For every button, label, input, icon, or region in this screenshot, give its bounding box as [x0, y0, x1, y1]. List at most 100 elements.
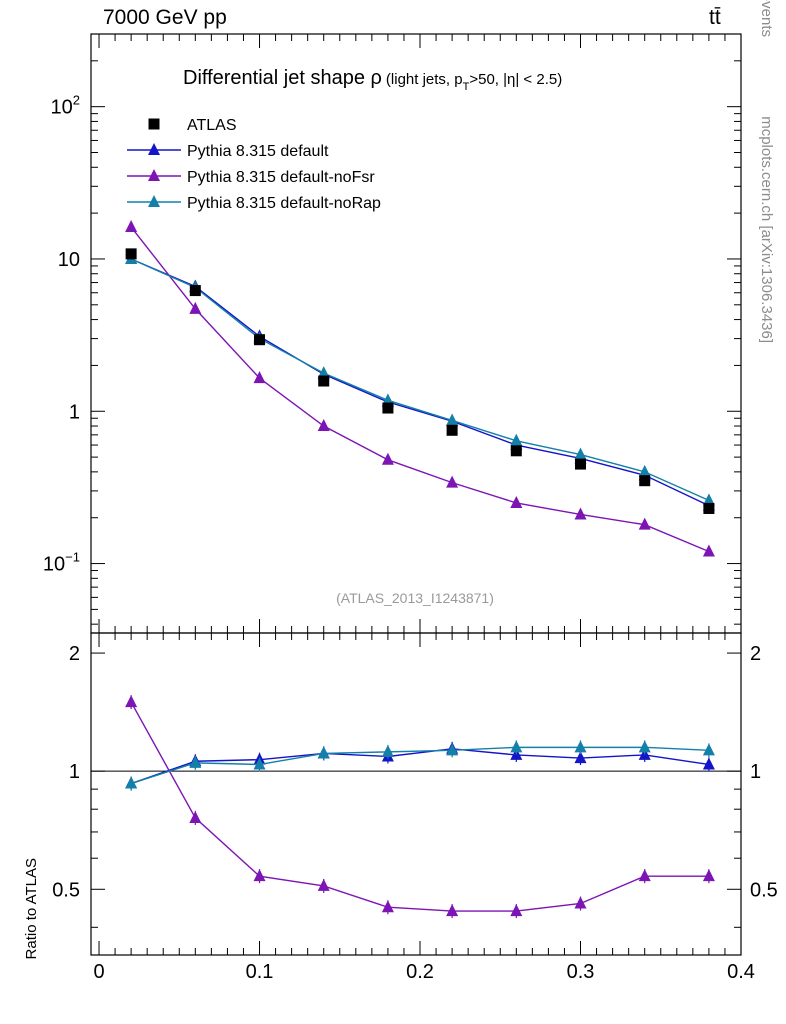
atlas-data-point: [382, 402, 394, 414]
legend-series-1-marker: [148, 143, 160, 155]
analysis-reference-label: (ATLAS_2013_I1243871): [336, 590, 494, 606]
x-axis: 0 0.1 0.2 0.3 0.4: [93, 34, 755, 983]
ratio-tick-label-left: 1: [69, 761, 80, 783]
mcplots-source-label: mcplots.cern.ch [arXiv:1306.3436]: [758, 116, 775, 343]
ratio-series-3-point: [253, 757, 266, 770]
chart-title-subscript: T: [463, 81, 470, 93]
series-2-point: [574, 507, 587, 520]
series-2-point: [638, 517, 651, 530]
rivet-version-label: Rivet 4.1.0, ≥ 100k events: [758, 0, 775, 37]
ratio-series-3-point: [702, 743, 715, 756]
atlas-data-point: [639, 475, 651, 487]
ratio-series-1-point: [702, 757, 715, 770]
ratio-series-3-point: [189, 755, 202, 768]
x-tick-label: 0.1: [246, 961, 274, 983]
ratio-series-2-point: [510, 904, 523, 917]
atlas-data-group: [125, 248, 715, 514]
y-tick-label: 1: [69, 401, 80, 423]
series-2-point: [125, 220, 138, 233]
upper-plot-series: [125, 220, 715, 557]
series-3-point: [317, 366, 330, 379]
atlas-data-point: [318, 375, 330, 387]
ratio-tick-label-left: 0.5: [52, 879, 80, 901]
atlas-data-point: [446, 424, 458, 436]
ratio-series-3-point: [446, 743, 459, 756]
ratio-series-1-point: [574, 751, 587, 764]
series-3-point: [574, 447, 587, 460]
ratio-series-3-point: [125, 776, 138, 789]
series-3-line: [130, 258, 710, 502]
x-tick-label: 0: [93, 961, 104, 983]
ratio-series-3-point: [638, 740, 651, 753]
legend-entry-series-3: Pythia 8.315 default-noRap: [127, 195, 381, 212]
y-tick-label: 102: [51, 93, 80, 119]
ratio-tick-label-right: 2: [750, 643, 761, 665]
series-2-line: [130, 226, 710, 553]
legend-atlas-label: ATLAS: [187, 117, 237, 134]
series-2-point: [317, 419, 330, 432]
legend-entry-series-1: Pythia 8.315 default: [127, 143, 329, 160]
y-tick-label: 10−1: [43, 550, 80, 576]
collision-energy-label: 7000 GeV pp: [103, 6, 227, 29]
ratio-series-2-point: [317, 878, 330, 891]
atlas-data-point: [575, 458, 587, 470]
ratio-series-1-group: [125, 741, 715, 791]
series-2-point: [189, 301, 202, 314]
chart-title-main: Differential jet shape ρ: [183, 67, 382, 89]
lower-y-axis-label: Ratio to ATLAS: [23, 858, 40, 959]
atlas-data-point: [189, 285, 201, 297]
series-3-point: [446, 413, 459, 426]
legend-series-3-label: Pythia 8.315 default-noRap: [187, 195, 381, 212]
ratio-series-2-point: [189, 810, 202, 823]
series-3-point: [381, 393, 394, 406]
ratio-plot-series: [125, 695, 715, 919]
legend-series-1-label: Pythia 8.315 default: [187, 143, 329, 160]
y-tick-label: 10: [58, 249, 80, 271]
ratio-tick-label-right: 1: [750, 761, 761, 783]
series-3-point: [638, 464, 651, 477]
series-2-point: [253, 371, 266, 384]
x-tick-label: 0.2: [406, 961, 434, 983]
ratio-series-3-point: [381, 744, 394, 757]
y-tick-label-base: 10: [43, 554, 65, 576]
legend: ATLAS Pythia 8.315 default Pythia 8.315 de…: [127, 117, 381, 212]
lower-panel-frame: [90, 632, 742, 956]
lower-panel-border: [90, 632, 742, 956]
y-tick-label-base: 1: [69, 401, 80, 423]
ratio-series-1-line: [130, 748, 710, 785]
series-3-point: [510, 433, 523, 446]
y-tick-label-base: 10: [58, 249, 80, 271]
x-tick-label: 0.4: [727, 961, 755, 983]
ratio-series-3-line: [130, 746, 709, 785]
series-2-point: [446, 475, 459, 488]
ratio-series-3-point: [317, 746, 330, 759]
atlas-data-point: [254, 334, 266, 346]
lower-y-axis: 0.5 0.5 1 1 2 2: [52, 643, 778, 928]
ratio-tick-label-right: 0.5: [750, 879, 778, 901]
ratio-series-2-point: [253, 869, 266, 882]
chart-title: Differential jet shape ρ (light jets, pT>…: [183, 67, 562, 93]
series-2-group: [125, 220, 715, 557]
ratio-series-3-group: [125, 740, 715, 791]
ratio-series-3-point: [574, 740, 587, 753]
y-tick-label-exponent: 2: [73, 93, 80, 108]
legend-entry-atlas: ATLAS: [148, 117, 237, 134]
ratio-series-2-group: [125, 695, 715, 919]
ratio-series-2-point: [381, 900, 394, 913]
chart-title-tail: >50, |η| < 2.5): [469, 71, 562, 88]
series-2-point: [510, 495, 523, 508]
x-tick-label: 0.3: [567, 961, 595, 983]
ratio-series-2-point: [702, 869, 715, 882]
atlas-data-point: [125, 248, 137, 260]
ratio-series-2-point: [446, 904, 459, 917]
ratio-series-2-point: [125, 695, 138, 708]
ratio-tick-label-left: 2: [69, 643, 80, 665]
ratio-series-3-point: [510, 740, 523, 753]
process-label: tt̄: [709, 6, 721, 29]
legend-series-2-label: Pythia 8.315 default-noFsr: [187, 169, 375, 186]
atlas-data-point: [703, 502, 715, 514]
series-3-point: [702, 493, 715, 506]
ratio-series-2-point: [638, 869, 651, 882]
